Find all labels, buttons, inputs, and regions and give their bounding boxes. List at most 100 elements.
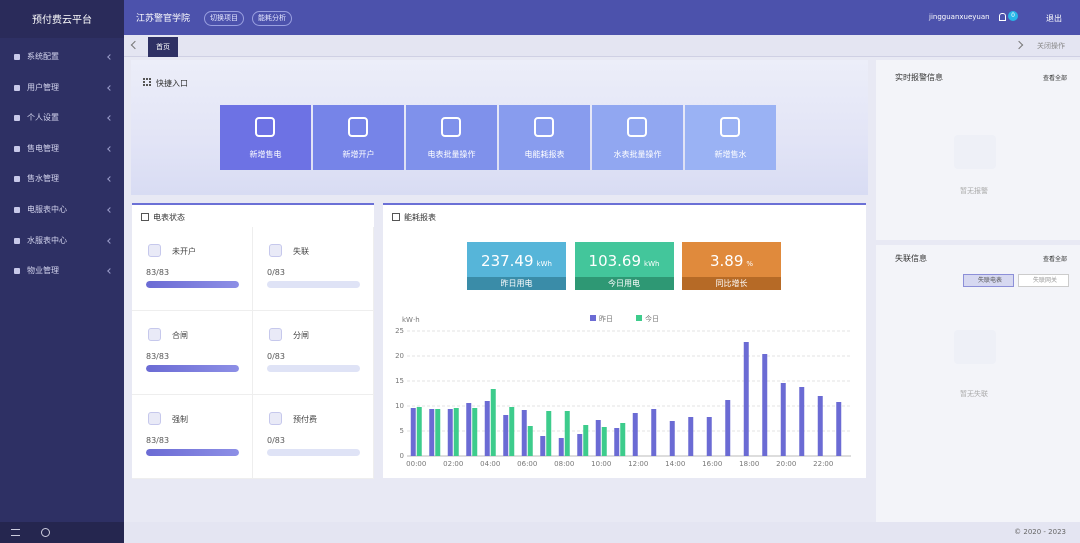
quick-tile[interactable]: 新增开户 [313,105,404,170]
project-name: 江苏警官学院 [136,14,191,24]
status-cell: 未开户 83/83 [132,227,253,311]
x-tick-label: 18:00 [739,460,759,468]
bar [466,403,472,456]
x-tick-label: 16:00 [702,460,722,468]
switch-project[interactable]: 切换项目 [204,11,244,26]
status-cell: 强制 83/83 [132,395,253,479]
tile-label: 新增开户 [342,150,375,159]
copyright: © 2020 - 2023 [1014,528,1066,536]
close-ops[interactable]: 关闭操作 [1037,42,1065,50]
tile-icon [534,117,554,137]
legend-swatch [636,315,642,321]
tab-home[interactable]: 首页 [148,37,178,57]
status-value: 0/83 [267,352,285,361]
bar [743,342,749,456]
x-tick-label: 10:00 [591,460,611,468]
menu-item[interactable]: 个人设置 [0,108,124,128]
status-label: 未开户 [172,247,196,256]
notice-badge: 0 [1008,11,1018,21]
bar [527,426,533,456]
menu-item[interactable]: 电服表中心 [0,200,124,220]
bar [521,410,527,456]
empty-icon [954,330,996,364]
menu-item[interactable]: 售水管理 [0,169,124,189]
legend-label: 昨日 [599,314,613,323]
alarm-title: 实时报警信息 [895,73,943,82]
topbar: 江苏警官学院 切换项目 能耗分析 jingguanxueyuan 0 退出 [124,0,1080,35]
x-tick-label: 12:00 [628,460,648,468]
bar [632,413,638,456]
offline-meter-btn[interactable]: 失联电表 [963,274,1014,287]
x-tick-label: 22:00 [813,460,833,468]
alarm-panel: 实时报警信息 查看全部 暂无报警 [876,60,1080,240]
y-tick-label: 0 [400,452,404,460]
status-label: 失联 [293,247,309,256]
bar [503,415,509,456]
bar [564,411,570,456]
tile-icon [627,117,647,137]
meter-status-panel: 电表状态 [132,203,374,478]
alarm-more[interactable]: 查看全部 [1043,75,1068,82]
energy-title: 能耗报表 [404,213,436,222]
y-tick-label: 5 [400,427,404,435]
footer: © 2020 - 2023 [124,522,1080,543]
menu-item[interactable]: 用户管理 [0,78,124,98]
tile-icon [255,117,275,137]
bar [780,383,786,456]
status-label: 合闸 [172,331,188,340]
y-axis-label: kW·h [402,316,420,324]
energy-analysis[interactable]: 能耗分析 [252,11,292,26]
status-cell: 失联 0/83 [253,227,374,311]
kpi-label: 同比增长 [682,277,781,290]
x-tick-label: 06:00 [517,460,537,468]
bar [577,434,583,456]
bar [817,396,823,456]
bell-icon[interactable] [999,13,1006,21]
offline-panel: 失联信息 查看全部 失联电表 失联网关 暂无失联 [876,245,1080,522]
quick-icon [143,78,151,86]
tab-prev[interactable] [130,40,140,50]
logout[interactable]: 退出 [1046,14,1062,23]
menu-item[interactable]: 物业管理 [0,261,124,281]
status-bar [267,365,360,372]
quick-tile[interactable]: 水表批量操作 [592,105,683,170]
bar [836,402,842,456]
kpi-value-row: 237.49 kWh [467,252,566,270]
status-label: 预付费 [293,415,317,424]
kpi-unit: kWh [536,260,552,268]
bar [490,389,496,456]
bar [725,400,731,456]
menu-item[interactable]: 系统配置 [0,47,124,67]
quick-tile[interactable]: 电表批量操作 [406,105,497,170]
power-button[interactable] [41,528,50,537]
x-tick-label: 04:00 [480,460,500,468]
bar [583,425,589,456]
x-tick-label: 08:00 [554,460,574,468]
tile-label: 新增售水 [714,150,747,159]
legend-label: 今日 [645,314,659,323]
bar [410,408,416,456]
status-value: 83/83 [146,352,170,361]
bar [762,354,768,456]
quick-tile[interactable]: 新增售电 [220,105,311,170]
tile-icon [720,117,740,137]
status-icon [148,244,161,257]
menu-item[interactable]: 水服表中心 [0,231,124,251]
bar [416,407,422,456]
user-name[interactable]: jingguanxueyuan [929,13,990,21]
bar [601,427,607,456]
bar [669,421,675,456]
offline-title: 失联信息 [895,254,927,263]
tab-next[interactable] [1014,40,1024,50]
menu-item[interactable]: 售电管理 [0,139,124,159]
bar [447,409,453,456]
menu-toggle[interactable] [11,529,20,536]
x-tick-label: 14:00 [665,460,685,468]
quick-tile[interactable]: 新增售水 [685,105,776,170]
quick-tile[interactable]: 电能耗报表 [499,105,590,170]
offline-gateway-btn[interactable]: 失联网关 [1018,274,1069,287]
kpi-value-row: 3.89% [682,252,781,270]
offline-more[interactable]: 查看全部 [1043,256,1068,263]
status-icon [148,412,161,425]
kpi-label: 昨日用电 [467,277,566,290]
